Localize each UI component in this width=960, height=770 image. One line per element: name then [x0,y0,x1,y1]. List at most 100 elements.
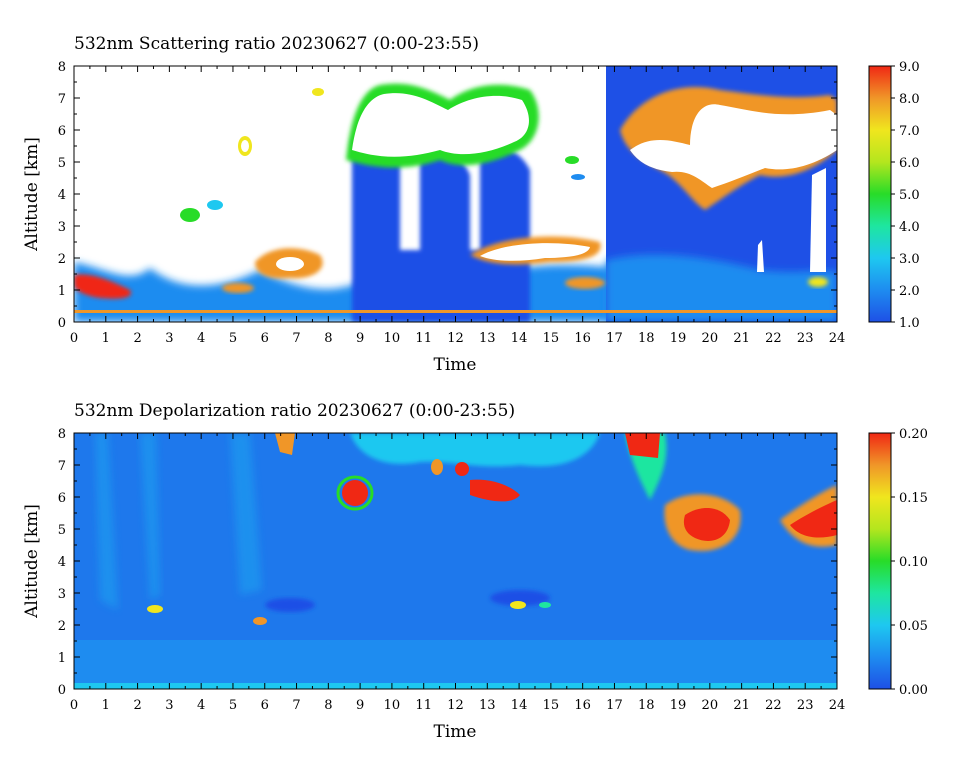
chart1-x-tick-label: 18 [638,331,655,346]
chart1-x-tick-label: 14 [511,331,528,346]
chart2-streak-1 [95,433,118,610]
chart2-y-tick-label: 5 [58,523,66,538]
chart1-colorbar-tick-label: 3.0 [899,252,920,267]
chart2-x-tick-label: 0 [70,698,78,713]
chart1-colorbar-tick-label: 1.0 [899,316,920,331]
chart1-surface-line [74,310,837,313]
chart1-low-cloud-3-core [480,243,590,261]
chart2-x-tick-label: 5 [229,698,237,713]
chart1-x-tick-label: 6 [261,331,269,346]
chart2-x-tick-label: 1 [102,698,110,713]
chart2-dark-patch-1 [490,590,550,606]
chart2-x-tick-label: 22 [765,698,782,713]
chart1-x-tick-label: 24 [829,331,846,346]
chart1-x-tick-label: 23 [797,331,814,346]
chart2-y-tick-label: 3 [58,587,66,602]
chart1-y-tick-label: 7 [58,92,66,107]
chart2-right-patch-1 [625,433,660,458]
chart1-y-tick-label: 2 [58,252,66,267]
chart2-colorbar: 0.00 0.05 0.10 0.15 0.20 [868,427,928,698]
chart2-x-tick-label: 4 [197,698,205,713]
chart1-y-tick-label: 5 [58,156,66,171]
chart1-y-tick-label: 3 [58,220,66,235]
chart1-low-cloud-4 [565,277,605,289]
chart1-colorbar-tick-label: 7.0 [899,124,920,139]
chart1-y-tick-label: 8 [58,60,66,75]
chart2-x-tick-label: 17 [606,698,623,713]
chart2-colorbar-tick-label: 0.00 [899,683,928,698]
chart1-small-cloud-6 [571,174,585,180]
chart1-plot-area: 0 1 2 3 4 5 6 7 8 9 10 11 12 13 14 15 16 17 18 19 20 21 22 23 24… [58,60,846,346]
chart2-y-tick-label: 7 [58,459,66,474]
chart1-title: 532nm Scattering ratio 20230627 (0:00-23… [74,34,479,54]
chart2-y-tick-label: 4 [58,555,66,570]
chart2-streak-3 [230,433,262,595]
chart2-x-tick-label: 6 [261,698,269,713]
chart2-x-tick-label: 15 [543,698,560,713]
chart1-low-cloud-5 [222,283,254,293]
chart2-upper-patch-3 [470,479,520,502]
chart2-x-tick-label: 9 [356,698,364,713]
chart2-dark-patch-2 [265,598,315,612]
chart1-colorbar-tick-label: 6.0 [899,156,920,171]
chart1-x-tick-label: 2 [133,331,141,346]
chart2-colorbar-tick-label: 0.20 [899,427,928,442]
chart2-x-tick-label: 14 [511,698,528,713]
chart1-small-cloud-4 [312,88,324,96]
chart1-x-tick-label: 19 [670,331,687,346]
chart2-y-tick-label: 6 [58,491,66,506]
chart2-y-tick-label: 2 [58,619,66,634]
chart1-colorbar-gradient [868,65,892,323]
chart1-y-label: Altitude [km] [22,137,42,252]
chart2-x-tick-label: 23 [797,698,814,713]
chart2-x-tick-label: 2 [133,698,141,713]
chart1-x-tick-label: 21 [733,331,750,346]
chart2-y-axis: 0 1 2 3 4 5 6 7 8 [58,427,837,698]
chart2-y-tick-label: 0 [58,683,66,698]
chart2-title: 532nm Depolarization ratio 20230627 (0:0… [74,401,515,421]
chart2-x-tick-label: 8 [324,698,332,713]
chart1-gap-2 [810,168,826,272]
chart2-x-tick-label: 21 [733,698,750,713]
chart1-x-tick-label: 16 [574,331,591,346]
chart2-x-tick-label: 19 [670,698,687,713]
chart2-upper-patch-2-rim [336,475,374,511]
chart2-speckle-2 [253,617,267,625]
chart2-upper-patch-1 [275,433,295,455]
chart1-heatmap [74,66,837,322]
chart2-speckle-3 [510,601,526,609]
chart1-x-tick-label: 20 [702,331,719,346]
chart1-x-tick-label: 0 [70,331,78,346]
chart2-colorbar-tick-label: 0.15 [899,491,928,506]
chart2-colorbar-gradient [868,432,892,690]
chart1-y-tick-label: 6 [58,124,66,139]
chart2-x-tick-label: 16 [574,698,591,713]
chart1-x-tick-label: 3 [165,331,173,346]
chart2-x-tick-label: 24 [829,698,846,713]
chart1-colorbar: 1.0 2.0 3.0 4.0 5.0 6.0 7.0 8.0 9.0 [868,60,920,331]
chart1-low-cloud-2-core [276,257,304,271]
chart2-streak-2 [140,433,160,600]
chart1-x-tick-label: 8 [324,331,332,346]
chart1-upper-cloud-core [352,93,529,157]
chart2-upper-patch-5 [455,462,469,476]
chart2-upper-patch-2 [342,480,368,506]
chart1-x-tick-label: 1 [102,331,110,346]
chart2-upper-patch-4 [431,459,443,475]
chart1-x-tick-label: 7 [292,331,300,346]
chart1-colorbar-ticks: 1.0 2.0 3.0 4.0 5.0 6.0 7.0 8.0 9.0 [891,60,920,331]
chart1-small-cloud-5 [565,156,579,164]
chart1-small-cloud-1-core [241,140,249,152]
chart1-colorbar-tick-label: 5.0 [899,188,920,203]
chart2-x-axis: 0 1 2 3 4 5 6 7 8 9 10 11 12 13 14 15 16 17 18 19 20 21 22 23 24 [70,433,845,713]
chart2-speckle-1 [147,605,163,613]
chart2-right-patch-2-core [683,508,730,541]
chart2-x-tick-label: 13 [479,698,496,713]
chart1-x-label: Time [434,355,477,375]
chart1-colorbar-tick-label: 9.0 [899,60,920,75]
chart1-x-tick-label: 12 [447,331,464,346]
chart2-speckle-4 [539,602,551,608]
chart2-right-patch-3-core [790,500,837,538]
chart2-x-tick-label: 10 [384,698,401,713]
